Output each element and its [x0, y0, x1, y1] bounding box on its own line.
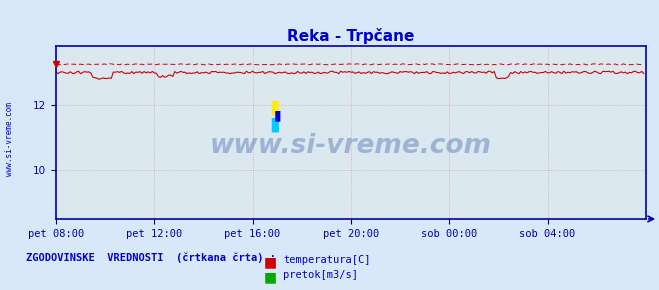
- Title: Reka - Trpčane: Reka - Trpčane: [287, 28, 415, 44]
- Text: ZGODOVINSKE  VREDNOSTI  (črtkana črta) :: ZGODOVINSKE VREDNOSTI (črtkana črta) :: [26, 253, 276, 263]
- Text: ▮: ▮: [269, 115, 279, 134]
- Text: ▮: ▮: [273, 108, 281, 122]
- Text: pretok[m3/s]: pretok[m3/s]: [283, 270, 358, 280]
- Text: temperatura[C]: temperatura[C]: [283, 255, 371, 265]
- Text: www.si-vreme.com: www.si-vreme.com: [210, 133, 492, 160]
- Text: www.si-vreme.com: www.si-vreme.com: [5, 102, 14, 176]
- Text: ■: ■: [264, 255, 277, 269]
- Text: ▮: ▮: [269, 97, 279, 116]
- Text: ■: ■: [264, 271, 277, 284]
